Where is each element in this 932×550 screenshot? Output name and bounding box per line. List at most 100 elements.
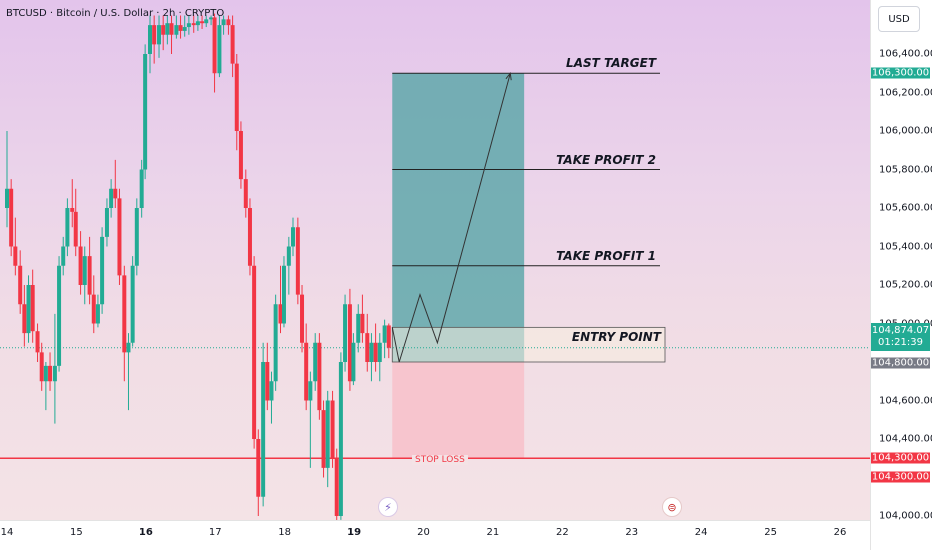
candle-body bbox=[48, 365, 53, 382]
candle-body bbox=[304, 342, 309, 401]
time-axis[interactable] bbox=[0, 520, 870, 550]
candle-body bbox=[35, 331, 40, 353]
candle-body bbox=[295, 227, 300, 295]
candle-body bbox=[334, 458, 339, 516]
last-target-label: LAST TARGET bbox=[566, 56, 656, 71]
symbol-title[interactable]: BTCUSD · Bitcoin / U.S. Dollar · 2h · CR… bbox=[6, 8, 225, 19]
target-price-badge: 106,300.00 bbox=[871, 67, 930, 79]
stop-price-badge: 104,300.00 bbox=[871, 452, 930, 464]
entry-price-badge: 104,800.00 bbox=[871, 357, 930, 369]
candle-body bbox=[365, 333, 370, 362]
candle-body bbox=[78, 246, 83, 285]
candle-body bbox=[13, 246, 18, 266]
candle-body bbox=[161, 25, 166, 35]
candle-body bbox=[39, 352, 44, 382]
candle-body bbox=[169, 23, 174, 35]
candle-body bbox=[73, 211, 78, 247]
candle-body bbox=[5, 188, 9, 208]
price-tick-label: 104,400.00 bbox=[879, 433, 932, 445]
price-tick-label: 104,600.00 bbox=[879, 395, 932, 406]
time-tick-label: 20 bbox=[417, 527, 430, 538]
time-tick-label: 22 bbox=[555, 527, 569, 538]
price-tick-label: 104,000.00 bbox=[879, 510, 932, 522]
candle-body bbox=[386, 325, 391, 348]
candle-body bbox=[126, 342, 131, 353]
candle-body bbox=[321, 410, 326, 468]
take-profit-1-label: TAKE PROFIT 1 bbox=[556, 248, 656, 263]
price-tick-label: 105,400.00 bbox=[879, 241, 932, 252]
candle-body bbox=[221, 19, 226, 26]
candle-body bbox=[317, 342, 322, 411]
price-tick-label: 106,400.00 bbox=[879, 48, 932, 60]
candle-body bbox=[338, 362, 343, 516]
candle-body bbox=[261, 362, 266, 497]
candle-body bbox=[247, 208, 252, 266]
candle-body bbox=[30, 285, 35, 332]
time-tick-label: 18 bbox=[278, 527, 292, 538]
take-profit-2-label: TAKE PROFIT 2 bbox=[556, 152, 656, 167]
candle-body bbox=[308, 381, 313, 401]
price-tick-label: 105,800.00 bbox=[879, 164, 932, 175]
candle-body bbox=[278, 304, 283, 324]
candle-body bbox=[61, 246, 66, 266]
candle-body bbox=[286, 246, 291, 266]
candle-body bbox=[377, 342, 382, 362]
price-axis[interactable] bbox=[870, 0, 932, 550]
candle-body bbox=[100, 236, 105, 305]
entry-zone-box bbox=[391, 326, 666, 363]
candle-body bbox=[382, 325, 387, 343]
candle-body bbox=[347, 304, 352, 382]
candle-body bbox=[217, 25, 222, 74]
candle-body bbox=[178, 25, 183, 31]
candle-body bbox=[281, 265, 286, 324]
candle-body bbox=[343, 304, 348, 362]
price-tick-label: 106,200.00 bbox=[879, 87, 932, 98]
candle-countdown: 01:21:39 bbox=[878, 337, 923, 349]
lightning-event-icon[interactable]: ⚡ bbox=[378, 497, 398, 517]
stop-zone bbox=[392, 362, 525, 459]
candle-body bbox=[134, 208, 139, 266]
candle-body bbox=[104, 208, 109, 237]
candle-body bbox=[191, 23, 196, 26]
candle-body bbox=[18, 265, 23, 305]
candle-body bbox=[143, 54, 148, 170]
candle-body bbox=[290, 227, 295, 247]
stop-loss-label: STOP LOSS bbox=[412, 455, 468, 465]
candle-body bbox=[265, 362, 270, 401]
price-tick-label: 105,600.00 bbox=[879, 202, 932, 214]
candle-body bbox=[130, 265, 135, 343]
time-tick-label: 24 bbox=[694, 527, 708, 538]
candle-body bbox=[157, 25, 162, 45]
price-tick-label: 105,200.00 bbox=[879, 279, 932, 291]
candle-body bbox=[212, 17, 217, 74]
candle-body bbox=[65, 208, 70, 247]
candle-body bbox=[269, 381, 274, 401]
time-tick-label: 21 bbox=[486, 527, 500, 538]
candle-body bbox=[113, 188, 118, 199]
currency-button[interactable]: USD bbox=[878, 6, 920, 32]
candle-body bbox=[360, 313, 365, 334]
candle-body bbox=[70, 208, 75, 212]
candle-body bbox=[52, 365, 57, 382]
candle-body bbox=[91, 294, 96, 324]
candle-body bbox=[174, 25, 179, 35]
candle-body bbox=[139, 169, 144, 208]
candle-body bbox=[204, 19, 209, 24]
price-tick-label: 106,000.00 bbox=[879, 125, 932, 137]
candle-body bbox=[256, 439, 261, 497]
candle-body bbox=[243, 179, 248, 208]
candle-body bbox=[238, 131, 243, 180]
arrow-head bbox=[505, 72, 512, 81]
candle-body bbox=[234, 63, 239, 131]
price-chart-svg[interactable] bbox=[0, 0, 870, 520]
stop-level-badge: 104,300.00 bbox=[871, 471, 930, 483]
projected-path bbox=[391, 73, 511, 363]
candle-body bbox=[87, 256, 92, 295]
candle-body bbox=[186, 23, 191, 28]
candle-body bbox=[351, 342, 356, 382]
us-flag-event-icon[interactable]: ⊜ bbox=[662, 497, 682, 517]
candle-body bbox=[273, 304, 278, 382]
chart-plot-area[interactable]: BTCUSD · Bitcoin / U.S. Dollar · 2h · CR… bbox=[0, 0, 870, 520]
candle-body bbox=[252, 265, 257, 439]
